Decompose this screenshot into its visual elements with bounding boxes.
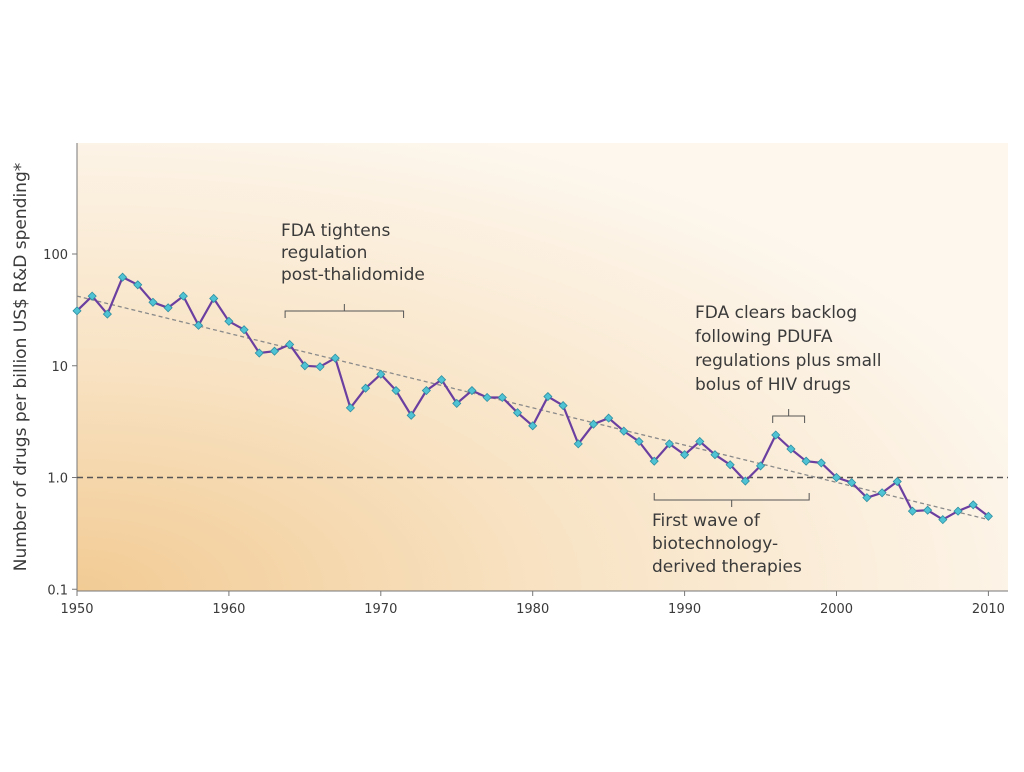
data-point xyxy=(938,515,948,525)
data-point xyxy=(710,450,720,460)
annotation-text: FDA tightens xyxy=(281,221,390,241)
plot-background xyxy=(77,143,1008,591)
data-point xyxy=(345,403,355,413)
data-point xyxy=(923,505,933,515)
data-point xyxy=(847,478,857,488)
data-point xyxy=(421,385,431,396)
data-point xyxy=(755,461,766,471)
data-point xyxy=(391,385,401,396)
data-point xyxy=(786,444,796,454)
data-point xyxy=(968,500,978,510)
annotation-bracket xyxy=(772,409,806,423)
y-tick-label: 0.1 xyxy=(47,583,68,598)
annotation-text: biotechnology- xyxy=(652,534,778,554)
x-tick-label: 2010 xyxy=(972,602,1005,617)
y-axis-label: Number of drugs per billion US$ R&D spen… xyxy=(11,163,31,571)
axes: 1950 1960 1970 1980 1990 2000 2010 0.1 1.0 10 100 xyxy=(43,143,1008,617)
data-point xyxy=(133,280,143,290)
data-point xyxy=(193,320,204,330)
data-point xyxy=(118,272,128,282)
annotation-biotech: First wave of biotechnology-derived thera… xyxy=(652,493,810,577)
data-point xyxy=(573,439,583,449)
data-point xyxy=(664,439,674,449)
annotations: FDA tightensregulationpost-thalidomideFD… xyxy=(281,221,881,577)
y-tick-label: 1.0 xyxy=(47,472,68,487)
data-point xyxy=(482,392,492,403)
data-point xyxy=(528,421,538,431)
data-point xyxy=(695,436,705,447)
data-point xyxy=(862,493,872,503)
annotation-text: regulation xyxy=(281,243,367,263)
annotation-pdufa: FDA clears backlog following PDUFA regulat… xyxy=(695,303,881,423)
data-point xyxy=(953,506,963,516)
data-point xyxy=(436,375,447,385)
data-point xyxy=(634,436,644,447)
trend-line xyxy=(76,295,989,521)
annotation-text: FDA clears backlog xyxy=(695,303,857,323)
data-point xyxy=(771,430,781,440)
data-point xyxy=(983,511,993,521)
x-tick-label: 1980 xyxy=(516,602,549,617)
data-point xyxy=(376,369,386,379)
trend-layer xyxy=(76,295,1008,521)
data-point xyxy=(269,346,280,356)
data-point xyxy=(816,458,826,468)
data-point xyxy=(543,391,553,402)
data-point xyxy=(680,450,690,460)
annotation-bracket xyxy=(653,493,810,507)
data-point xyxy=(588,419,599,429)
data-point xyxy=(619,426,629,436)
annotation-text: post-thalidomide xyxy=(281,265,425,285)
data-point xyxy=(892,476,902,487)
data-point xyxy=(907,506,918,516)
data-point xyxy=(254,348,264,358)
annotation-text: derived therapies xyxy=(652,557,802,577)
annotation-text: bolus of HIV drugs xyxy=(695,375,851,395)
annotation-text: following PDUFA xyxy=(695,327,833,347)
x-tick-label: 2000 xyxy=(820,602,853,617)
data-point xyxy=(558,401,568,411)
x-tick-label: 1950 xyxy=(60,602,93,617)
data-point xyxy=(361,383,371,393)
data-point xyxy=(300,361,310,371)
data-point xyxy=(285,339,295,350)
data-point xyxy=(740,476,750,486)
annotation-text: First wave of xyxy=(652,511,761,531)
data-point xyxy=(87,291,97,301)
x-tick-label: 1990 xyxy=(668,602,701,617)
data-point xyxy=(649,456,659,466)
data-point xyxy=(330,353,340,363)
data-point xyxy=(178,291,188,301)
x-tick-label: 1970 xyxy=(364,602,397,617)
data-point xyxy=(224,316,234,326)
data-point xyxy=(801,456,811,466)
data-point xyxy=(725,460,735,470)
y-tick-label: 10 xyxy=(51,360,68,375)
data-point xyxy=(497,392,507,403)
data-point xyxy=(467,385,477,396)
data-point xyxy=(512,408,523,418)
data-point xyxy=(148,297,158,307)
data-point xyxy=(452,398,462,409)
data-point xyxy=(163,303,173,313)
series-layer xyxy=(72,272,993,525)
annotation-bracket xyxy=(284,304,405,318)
x-tick-label: 1960 xyxy=(212,602,245,617)
data-point xyxy=(604,413,614,423)
data-point xyxy=(209,293,219,304)
data-point xyxy=(877,488,887,498)
y-tick-label: 100 xyxy=(43,248,68,263)
annotation-text: regulations plus small xyxy=(695,351,881,371)
data-point xyxy=(72,306,82,316)
data-point xyxy=(406,410,416,420)
data-point xyxy=(239,325,249,335)
data-point xyxy=(831,472,842,483)
data-point xyxy=(315,362,325,372)
data-point xyxy=(102,309,112,319)
